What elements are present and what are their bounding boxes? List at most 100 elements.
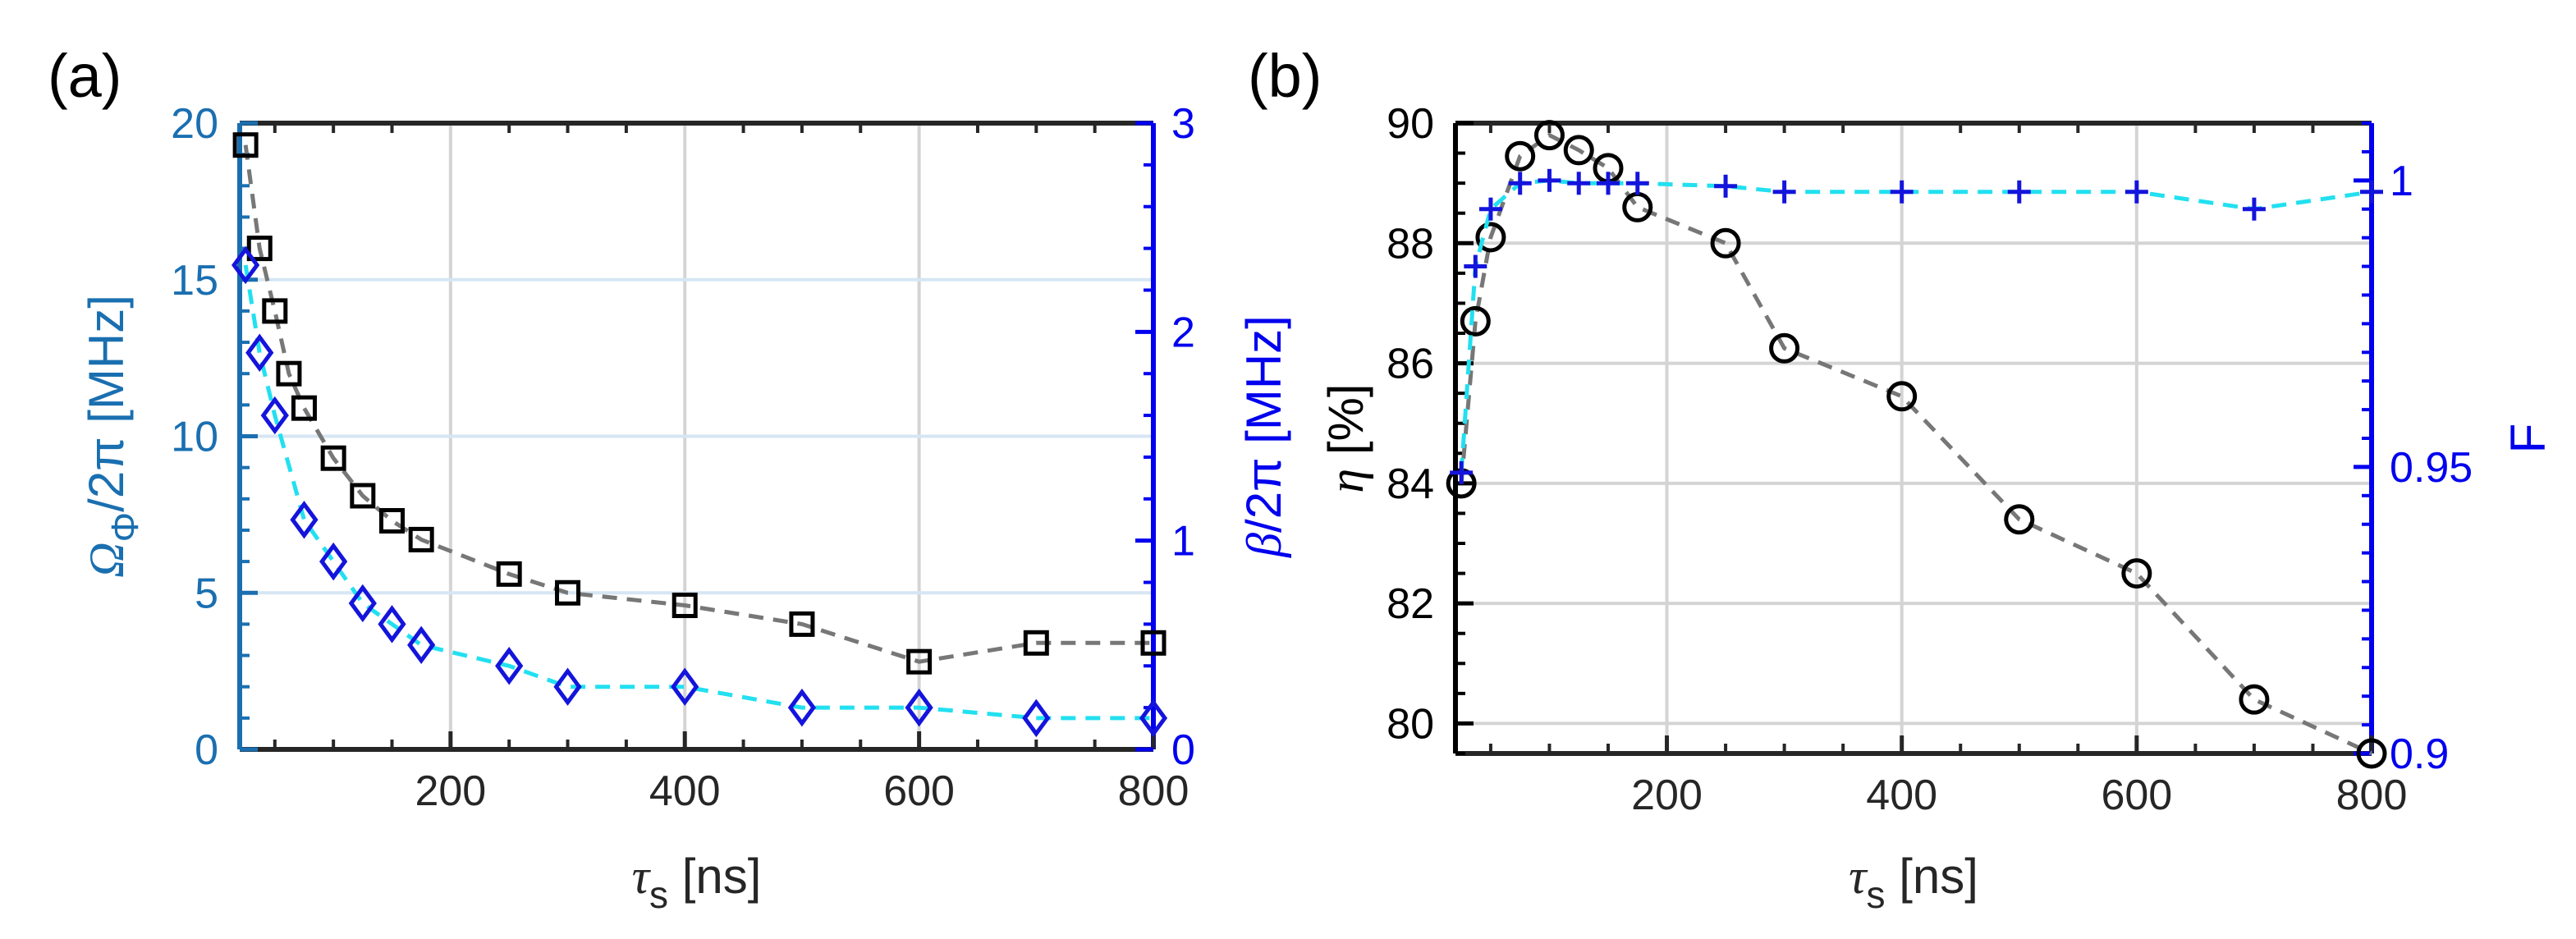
data-point (1625, 172, 1649, 195)
x-tick-label: 200 (1631, 772, 1703, 819)
left-y-axis-label: η [%] (1318, 383, 1373, 492)
data-point (276, 360, 302, 387)
data-point (378, 605, 406, 644)
data-point (2121, 558, 2152, 589)
right-y-tick-label: 0.9 (2390, 731, 2449, 778)
data-point (553, 667, 582, 706)
data-point (2360, 180, 2383, 204)
panel-label: (a) (48, 42, 121, 110)
data-point (1567, 172, 1591, 195)
data-point (905, 688, 933, 727)
data-point (496, 561, 522, 587)
data-point (2125, 180, 2148, 204)
right-y-tick-label: 2 (1171, 309, 1195, 356)
data-point (320, 445, 346, 471)
data-point (1772, 180, 1796, 204)
data-point (1769, 332, 1800, 364)
left-y-tick-label: 84 (1387, 460, 1434, 508)
data-point (1450, 460, 1474, 484)
data-point (1505, 140, 1536, 172)
right-y-tick-label: 1 (2390, 158, 2413, 205)
data-point (1710, 227, 1741, 259)
x-tick-label: 600 (883, 767, 955, 815)
x-tick-label: 800 (1118, 767, 1189, 815)
data-point (1538, 168, 1561, 192)
data-point (231, 245, 260, 285)
data-point (495, 647, 524, 685)
x-tick-label: 800 (2336, 772, 2408, 819)
right-y-axis-label: β/2π [MHz] (1236, 315, 1291, 558)
left-y-tick-label: 15 (171, 257, 218, 305)
data-point (1023, 630, 1049, 656)
series-line (1459, 132, 2373, 756)
data-point (2356, 738, 2387, 769)
data-point (260, 396, 289, 435)
right-y-tick-label: 0 (1171, 726, 1195, 774)
data-point (1139, 699, 1168, 738)
data-point (2239, 684, 2270, 715)
right-y-tick-label: 3 (1171, 100, 1195, 148)
data-point (1508, 172, 1532, 195)
data-point (671, 667, 699, 706)
series-2 (231, 245, 1168, 738)
data-point (787, 688, 817, 727)
x-tick-label: 400 (649, 767, 721, 815)
series-2 (1450, 168, 2383, 484)
data-point (1140, 630, 1167, 656)
x-tick-label: 400 (1866, 772, 1937, 819)
minor-ticks (1455, 121, 2372, 755)
left-y-tick-label: 86 (1387, 341, 1434, 388)
data-point (232, 132, 259, 158)
data-point (1714, 174, 1738, 198)
left-y-tick-label: 82 (1387, 580, 1434, 628)
right-y-tick-label: 0.95 (2390, 444, 2473, 492)
left-y-tick-label: 5 (195, 570, 218, 617)
data-point (262, 298, 288, 324)
data-point (379, 508, 405, 534)
x-tick-label: 600 (2101, 772, 2172, 819)
data-point (291, 395, 317, 421)
data-point (906, 648, 933, 675)
left-y-tick-label: 90 (1387, 100, 1434, 148)
left-y-tick-label: 80 (1387, 700, 1434, 748)
data-point (1478, 197, 1502, 221)
data-point (2004, 504, 2035, 535)
data-point (407, 625, 436, 665)
gridlines (1455, 123, 2372, 753)
data-point (348, 584, 377, 623)
data-point (1475, 222, 1506, 253)
left-y-axis-label: ΩΦ/2π [MHz] (79, 295, 146, 578)
data-point (1622, 191, 1653, 222)
right-y-tick-label: 1 (1171, 518, 1195, 566)
data-point (555, 579, 581, 606)
x-axis-label: τs [ns] (1849, 849, 1978, 916)
data-point (246, 236, 273, 262)
data-point (789, 611, 815, 637)
data-point (2242, 197, 2266, 221)
data-point (1563, 135, 1594, 166)
gridlines (240, 123, 1153, 749)
x-tick-label: 200 (415, 767, 486, 815)
data-point (290, 501, 319, 539)
left-y-tick-label: 88 (1387, 220, 1434, 268)
series-line (243, 144, 1153, 664)
data-point (350, 483, 376, 509)
panel-b: (b) 200 400 600 800 80 82 84 86 88 90 0.9 0.95 1 τs [n… (1248, 42, 2555, 916)
data-point (1533, 120, 1565, 151)
series-1 (1446, 120, 2387, 769)
data-point (1460, 305, 1491, 337)
data-point (408, 526, 434, 552)
data-point (672, 593, 698, 619)
series-1 (232, 132, 1167, 675)
series-line (1459, 178, 2372, 474)
data-point (1022, 699, 1051, 738)
left-y-tick-label: 0 (195, 726, 218, 774)
series-line (243, 264, 1153, 721)
left-y-tick-label: 20 (171, 100, 218, 148)
data-point (1464, 254, 1487, 278)
data-point (245, 333, 274, 372)
left-y-tick-label: 10 (171, 414, 218, 461)
panel-label: (b) (1248, 42, 1322, 110)
right-y-axis-label: F (2500, 424, 2555, 454)
